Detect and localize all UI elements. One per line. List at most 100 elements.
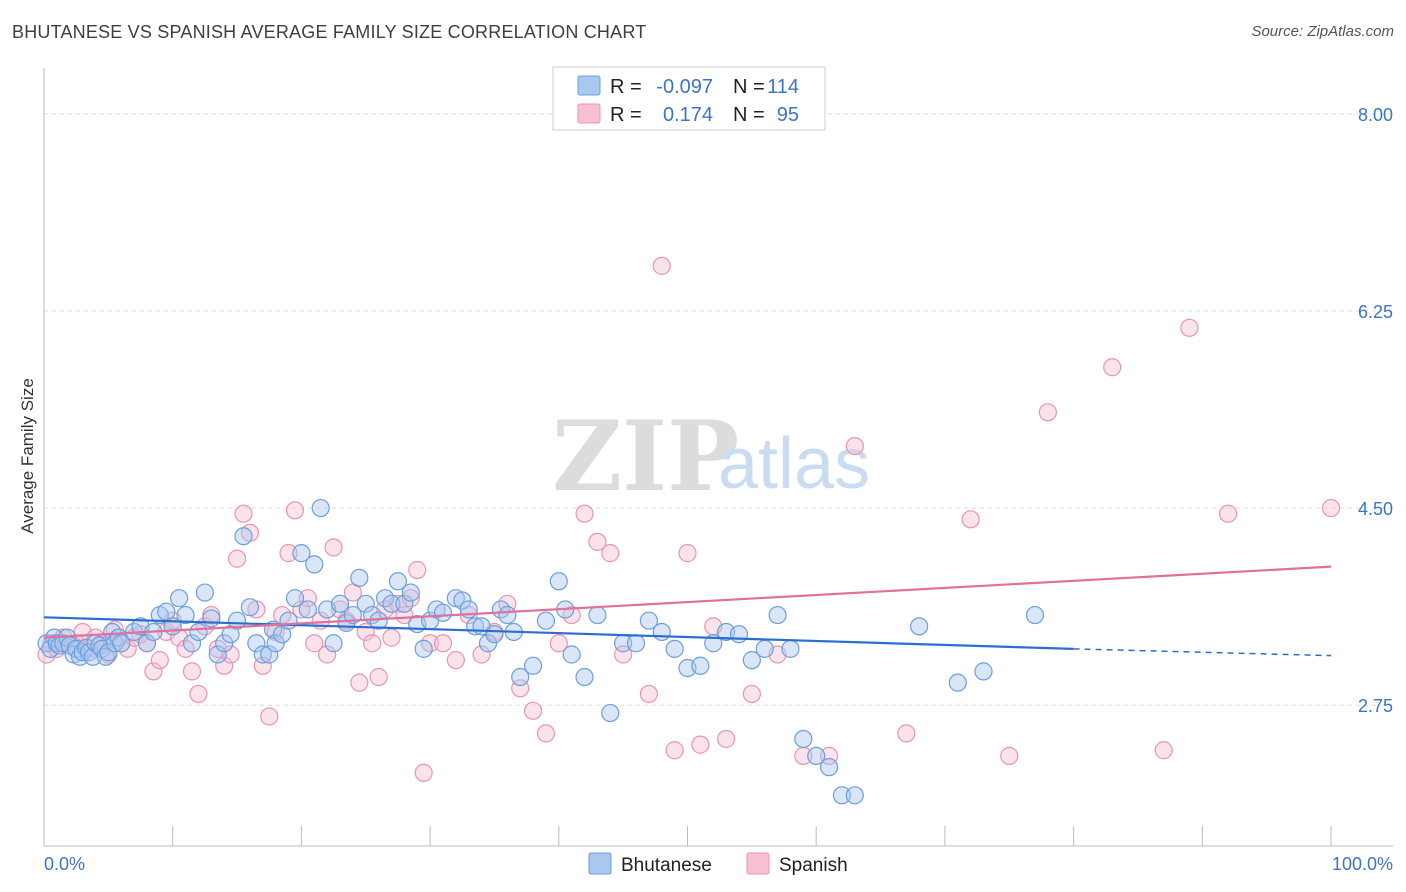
bhutanese-point [234, 527, 253, 546]
spanish-point [446, 651, 465, 670]
bhutanese-point [305, 555, 324, 574]
spanish-point [292, 600, 311, 619]
bhutanese-point [292, 544, 311, 563]
bhutanese-point [549, 572, 568, 591]
bhutanese-point [562, 645, 581, 664]
spanish-point [601, 544, 620, 563]
legend-n-value-2: 95 [777, 104, 799, 126]
spanish-point [350, 673, 369, 692]
legend-r-value-2: 0.174 [663, 104, 713, 126]
bhutanese-point [588, 605, 607, 625]
spanish-point [588, 532, 607, 551]
bhutanese-point [691, 656, 710, 675]
bhutanese-point [729, 625, 749, 644]
bhutanese-trend-extension [1073, 648, 1332, 657]
bhutanese-point [382, 594, 401, 613]
bhutanese-point [195, 583, 214, 602]
spanish-point [639, 684, 658, 704]
spanish-point [414, 763, 433, 782]
spanish-point [549, 634, 568, 653]
bhutanese-point [948, 673, 967, 692]
spanish-point [665, 741, 684, 760]
spanish-point [961, 510, 980, 529]
source-label: Source: ZipAtlas.com [1251, 23, 1394, 40]
bhutanese-point [485, 625, 504, 644]
bhutanese-point [1025, 605, 1045, 625]
bhutanese-point [781, 639, 800, 658]
spanish-point [318, 645, 337, 664]
bhutanese-point [414, 639, 433, 658]
watermark-atlas: atlas [718, 424, 870, 504]
spanish-point [182, 662, 202, 681]
bhutanese-point [350, 568, 369, 588]
bhutanese-point [266, 634, 285, 653]
bhutanese-point [99, 643, 118, 662]
legend-swatch-bhutanese [577, 75, 601, 96]
bhutanese-point [974, 662, 993, 681]
trend-lines [43, 565, 1332, 657]
spanish-point [1038, 403, 1057, 422]
bhutanese-point [240, 598, 260, 617]
bhutanese-point [189, 622, 208, 642]
spanish-point [717, 729, 736, 749]
bhutanese-point [324, 634, 343, 653]
x-tick-labels: 0.0% 100.0% [44, 854, 1393, 874]
x-tick-label-max: 100.0% [1332, 854, 1393, 874]
bhutanese-point [832, 786, 852, 805]
bhutanese-point [768, 605, 787, 625]
bhutanese-point [742, 651, 761, 670]
bhutanese-point [215, 634, 234, 653]
spanish-point [234, 504, 253, 523]
axes [43, 68, 1393, 847]
bhutanese-point [90, 636, 109, 655]
bhutanese-point [601, 703, 620, 723]
spanish-point [189, 684, 208, 704]
bhutanese-point [202, 609, 221, 628]
bhutanese-point [807, 746, 826, 765]
spanish-point [324, 538, 343, 557]
spanish-point [1218, 504, 1238, 523]
bottom-legend-swatch-spanish [746, 852, 770, 875]
legend-n-label-1: N = [733, 76, 765, 98]
legend-n-label-2: N = [733, 104, 765, 126]
spanish-point [144, 662, 163, 681]
spanish-point [1000, 746, 1019, 765]
bhutanese-point [311, 498, 330, 518]
spanish-point [523, 701, 543, 720]
bottom-legend-label-bhutanese: Bhutanese [621, 855, 712, 876]
spanish-point [1103, 358, 1122, 377]
bhutanese-point [523, 656, 543, 675]
spanish-trend-line [43, 565, 1332, 639]
spanish-point [260, 707, 279, 726]
watermark: ZIP atlas [552, 400, 870, 513]
bhutanese-point [536, 611, 556, 630]
spanish-point [1154, 741, 1173, 760]
watermark-zip: ZIP [552, 400, 739, 513]
y-tick-labels: 2.75 4.50 6.25 8.00 [1358, 105, 1393, 716]
bhutanese-point [285, 589, 305, 608]
bhutanese-point [665, 639, 684, 658]
bhutanese-point [170, 589, 189, 608]
bhutanese-point [794, 729, 813, 749]
spanish-point [227, 549, 247, 568]
spanish-point [215, 656, 234, 675]
spanish-point [408, 560, 427, 580]
spanish-point [363, 634, 382, 653]
spanish-point [1180, 318, 1199, 337]
legend-box: R = -0.097 N = 114 R = 0.174 N = 95 [552, 66, 826, 131]
spanish-points [37, 256, 1341, 782]
spanish-point [691, 735, 710, 754]
bhutanese-points [37, 498, 1045, 805]
bhutanese-point [639, 611, 658, 630]
spanish-point [742, 684, 761, 704]
spanish-point [678, 544, 697, 563]
spanish-point [472, 645, 491, 664]
spanish-point [652, 256, 671, 275]
bhutanese-point [433, 603, 453, 622]
legend-r-label-2: R = [610, 104, 642, 126]
spanish-point [305, 634, 324, 653]
bhutanese-point [253, 645, 272, 664]
spanish-point [575, 504, 594, 523]
y-tick-label: 2.75 [1358, 696, 1393, 716]
